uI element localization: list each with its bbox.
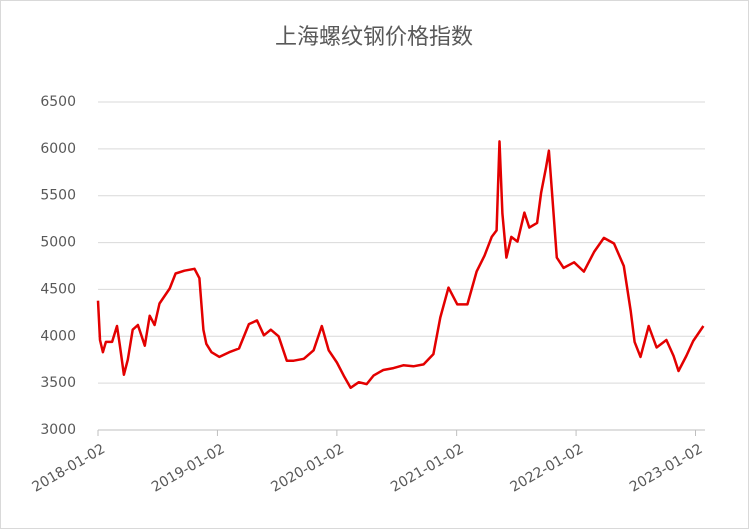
- price-line: [96, 140, 705, 390]
- y-tick-label: 4000: [40, 328, 76, 344]
- y-tick-label: 6000: [40, 141, 76, 157]
- chart-title: 上海螺纹钢价格指数: [275, 25, 473, 50]
- y-tick-label: 4500: [40, 281, 76, 297]
- y-tick-label: 3500: [40, 375, 76, 391]
- y-tick-label: 5000: [40, 235, 76, 251]
- y-tick-label: 6500: [40, 94, 76, 110]
- y-tick-label: 3000: [40, 422, 76, 438]
- y-tick-label: 5500: [40, 188, 76, 204]
